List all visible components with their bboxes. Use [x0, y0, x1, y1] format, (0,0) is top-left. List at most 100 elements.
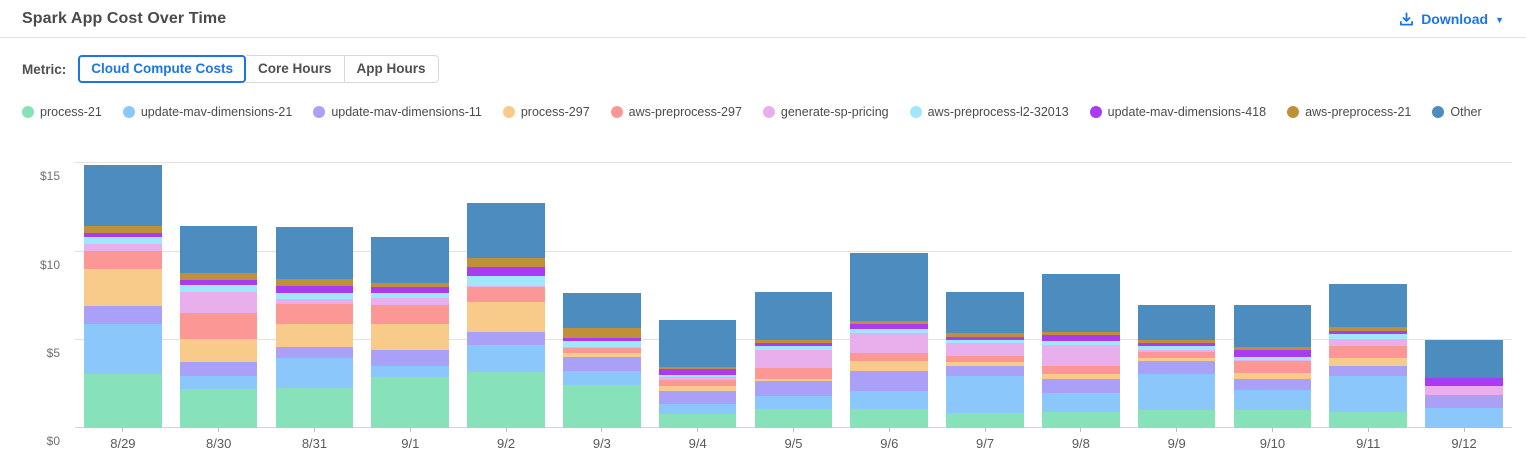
stacked-bar-9-8[interactable] [1042, 274, 1120, 428]
bar-segment-process-297[interactable] [84, 269, 162, 307]
bar-segment-aws-preprocess-l2-32013[interactable] [1233, 357, 1312, 360]
bar-segment-process-21[interactable] [658, 413, 737, 428]
bar-segment-aws-preprocess-297[interactable] [1137, 351, 1216, 359]
bar-segment-update-mav-dimensions-11[interactable] [84, 306, 162, 324]
bar-segment-update-mav-dimensions-11[interactable] [179, 362, 258, 376]
bar-segment-update-mav-dimensions-21[interactable] [179, 375, 258, 390]
bar-segment-aws-preprocess-21[interactable] [1137, 339, 1216, 344]
bar-segment-generate-sp-pricing[interactable] [1042, 345, 1120, 367]
bar-segment-update-mav-dimensions-11[interactable] [275, 346, 354, 359]
bar-segment-update-mav-dimensions-21[interactable] [946, 375, 1024, 413]
legend-item-aws-preprocess-21[interactable]: aws-preprocess-21 [1287, 105, 1411, 119]
bar-segment-aws-preprocess-21[interactable] [467, 257, 545, 268]
bar-segment-generate-sp-pricing[interactable] [563, 347, 641, 349]
bar-segment-generate-sp-pricing[interactable] [658, 377, 737, 380]
bar-segment-update-mav-dimensions-21[interactable] [1137, 373, 1216, 411]
bar-segment-other[interactable] [467, 202, 545, 258]
stacked-bar-9-5[interactable] [754, 291, 833, 428]
bar-segment-aws-preprocess-297[interactable] [563, 348, 641, 353]
bar-segment-update-mav-dimensions-21[interactable] [754, 395, 833, 409]
bar-segment-process-297[interactable] [179, 339, 258, 363]
bar-segment-update-mav-dimensions-418[interactable] [1137, 343, 1216, 347]
bar-segment-update-mav-dimensions-11[interactable] [371, 349, 450, 367]
bar-segment-process-21[interactable] [1137, 410, 1216, 428]
stacked-bar-9-3[interactable] [563, 292, 641, 428]
legend-item-process-21[interactable]: process-21 [22, 105, 102, 119]
bar-segment-generate-sp-pricing[interactable] [275, 298, 354, 304]
bar-segment-update-mav-dimensions-21[interactable] [1329, 375, 1408, 413]
bar-segment-update-mav-dimensions-21[interactable] [1425, 407, 1503, 428]
bar-segment-aws-preprocess-297[interactable] [850, 352, 929, 361]
stacked-bar-9-7[interactable] [946, 291, 1024, 428]
bar-segment-process-21[interactable] [467, 372, 545, 428]
bar-segment-generate-sp-pricing[interactable] [1425, 385, 1503, 395]
legend-item-update-mav-dimensions-21[interactable]: update-mav-dimensions-21 [122, 105, 292, 119]
bar-segment-generate-sp-pricing[interactable] [371, 297, 450, 305]
bar-segment-process-297[interactable] [658, 385, 737, 391]
bar-segment-aws-preprocess-21[interactable] [179, 273, 258, 281]
bar-segment-other[interactable] [658, 320, 737, 367]
bar-segment-update-mav-dimensions-11[interactable] [1137, 360, 1216, 374]
bar-segment-aws-preprocess-l2-32013[interactable] [179, 284, 258, 293]
bar-segment-aws-preprocess-l2-32013[interactable] [850, 329, 929, 333]
bar-segment-process-297[interactable] [467, 302, 545, 333]
bar-segment-update-mav-dimensions-21[interactable] [1233, 390, 1312, 411]
bar-segment-process-297[interactable] [371, 324, 450, 350]
bar-segment-update-mav-dimensions-11[interactable] [754, 381, 833, 396]
bar-segment-aws-preprocess-21[interactable] [658, 366, 737, 370]
bar-segment-aws-preprocess-297[interactable] [84, 250, 162, 270]
bar-segment-update-mav-dimensions-418[interactable] [754, 342, 833, 346]
bar-segment-aws-preprocess-21[interactable] [1329, 326, 1408, 331]
metric-option-app-hours[interactable]: App Hours [344, 55, 439, 83]
bar-segment-aws-preprocess-297[interactable] [946, 355, 1024, 362]
bar-segment-update-mav-dimensions-21[interactable] [467, 344, 545, 373]
bar-segment-aws-preprocess-l2-32013[interactable] [1329, 334, 1408, 340]
stacked-bar-8-30[interactable] [179, 225, 258, 428]
bar-segment-generate-sp-pricing[interactable] [1233, 359, 1312, 361]
bar-segment-process-21[interactable] [754, 408, 833, 428]
stacked-bar-8-29[interactable] [84, 165, 162, 428]
bar-segment-process-21[interactable] [850, 408, 929, 428]
bar-segment-update-mav-dimensions-21[interactable] [658, 403, 737, 414]
bar-segment-aws-preprocess-297[interactable] [1042, 366, 1120, 375]
bar-segment-process-21[interactable] [563, 384, 641, 428]
bar-segment-update-mav-dimensions-21[interactable] [1042, 392, 1120, 413]
bar-segment-other[interactable] [754, 291, 833, 340]
legend-item-update-mav-dimensions-418[interactable]: update-mav-dimensions-418 [1089, 105, 1266, 119]
bar-segment-process-21[interactable] [946, 412, 1024, 428]
bar-segment-process-21[interactable] [1233, 410, 1312, 428]
bar-segment-update-mav-dimensions-418[interactable] [371, 286, 450, 294]
bar-segment-generate-sp-pricing[interactable] [84, 243, 162, 251]
bar-segment-update-mav-dimensions-11[interactable] [467, 332, 545, 345]
bar-segment-aws-preprocess-l2-32013[interactable] [1042, 341, 1120, 346]
bar-segment-aws-preprocess-297[interactable] [1329, 345, 1408, 359]
bar-segment-other[interactable] [179, 225, 258, 274]
bar-segment-generate-sp-pricing[interactable] [946, 342, 1024, 356]
bar-segment-update-mav-dimensions-11[interactable] [1233, 378, 1312, 391]
bar-segment-process-297[interactable] [1042, 374, 1120, 379]
bar-segment-update-mav-dimensions-418[interactable] [946, 336, 1024, 341]
bar-segment-aws-preprocess-21[interactable] [275, 278, 354, 286]
bar-segment-aws-preprocess-l2-32013[interactable] [946, 340, 1024, 343]
bar-segment-update-mav-dimensions-418[interactable] [1329, 330, 1408, 335]
bar-segment-process-297[interactable] [1233, 372, 1312, 379]
bar-segment-process-297[interactable] [946, 361, 1024, 367]
bar-segment-aws-preprocess-21[interactable] [1233, 347, 1312, 351]
bar-segment-process-21[interactable] [1042, 412, 1120, 428]
bar-segment-process-21[interactable] [84, 374, 162, 428]
bar-segment-process-21[interactable] [371, 377, 450, 428]
bar-segment-update-mav-dimensions-11[interactable] [946, 366, 1024, 376]
bar-segment-process-297[interactable] [275, 324, 354, 347]
bar-segment-update-mav-dimensions-418[interactable] [850, 324, 929, 330]
bar-segment-aws-preprocess-297[interactable] [754, 367, 833, 379]
bar-segment-generate-sp-pricing[interactable] [1137, 349, 1216, 352]
stacked-bar-9-2[interactable] [467, 202, 545, 428]
bar-segment-aws-preprocess-l2-32013[interactable] [658, 375, 737, 378]
bar-segment-generate-sp-pricing[interactable] [1329, 339, 1408, 346]
bar-segment-process-297[interactable] [1329, 358, 1408, 367]
bar-segment-other[interactable] [850, 253, 929, 321]
stacked-bar-9-4[interactable] [658, 320, 737, 428]
bar-segment-aws-preprocess-21[interactable] [850, 321, 929, 325]
bar-segment-update-mav-dimensions-21[interactable] [563, 370, 641, 385]
bar-segment-update-mav-dimensions-21[interactable] [371, 366, 450, 378]
